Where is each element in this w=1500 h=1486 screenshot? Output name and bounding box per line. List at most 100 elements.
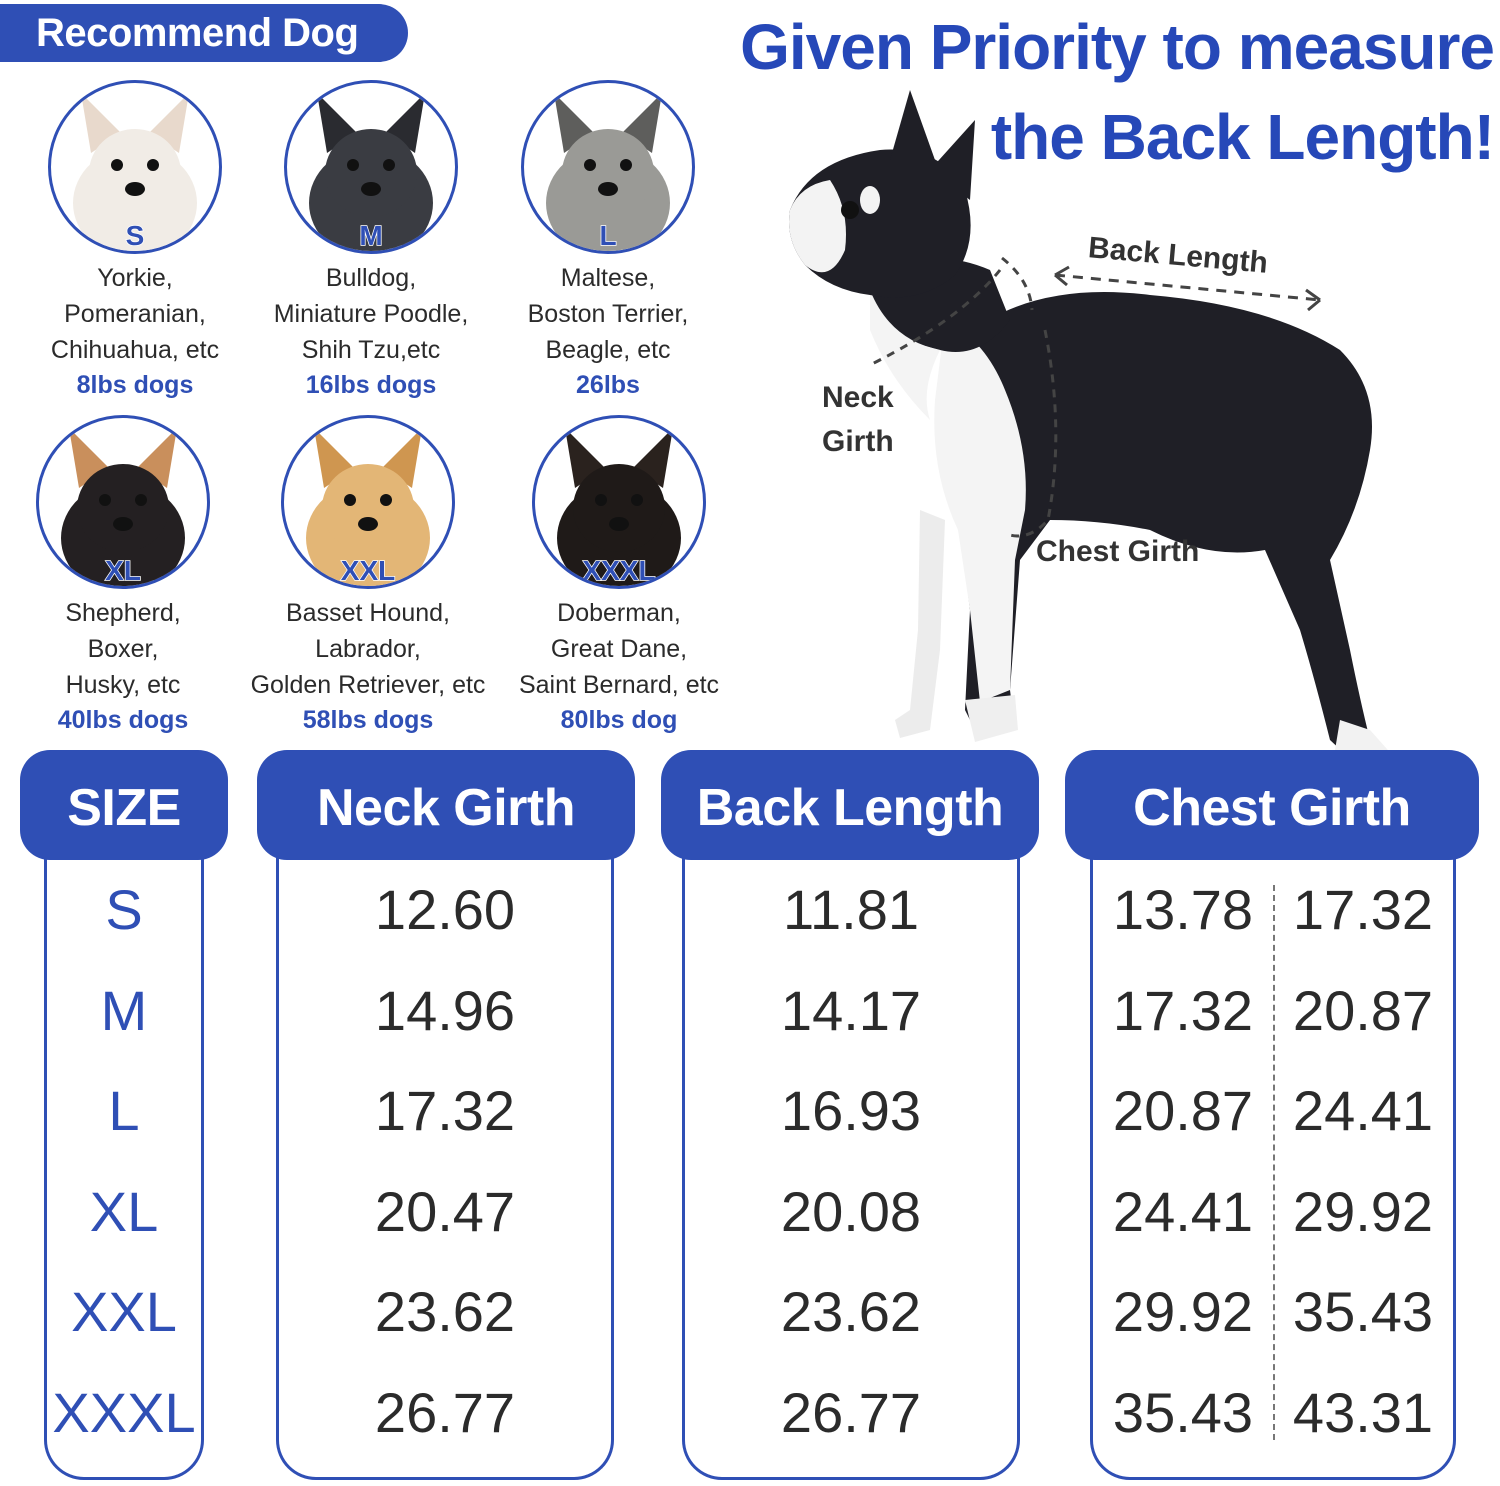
breed-line: Pomeranian, [64, 300, 206, 328]
weight-label: 58lbs dogs [302, 706, 434, 734]
dog-card-m: M Bulldog, Miniature Poodle, Shih Tzu,etc 16… [251, 80, 491, 402]
dog-photo: XXXL [532, 415, 706, 589]
neck-girth-cell: 17.32 [374, 1079, 516, 1142]
breed-line: Boxer, [87, 635, 159, 663]
size-cell: XXL [71, 1280, 177, 1343]
size-badge: L [599, 220, 618, 251]
dog-face-icon [309, 93, 433, 251]
neck-girth-label: Neck Girth [822, 376, 894, 464]
neck-girth-label-line-2: Girth [822, 425, 894, 458]
breed-line: Maltese, [560, 264, 656, 292]
dog-card-xxl: XXL Basset Hound, Labrador, Golden Retrieve… [248, 415, 488, 737]
size-badge: S [125, 220, 145, 251]
dog-face-icon [306, 428, 430, 586]
dog-card-s: S Yorkie, Pomeranian, Chihuahua, etc 8lbs do… [15, 80, 255, 402]
size-cell: L [108, 1079, 140, 1142]
breed-line: Husky, etc [65, 671, 181, 699]
dog-card-xl: XL Shepherd, Boxer, Husky, etc 40lbs dogs [3, 415, 243, 737]
breed-line: Basset Hound, [286, 599, 450, 627]
chest-girth-min: 20.87 [1112, 1079, 1254, 1142]
breed-line: Chihuahua, etc [50, 336, 220, 364]
size-badge: XL [104, 555, 141, 586]
size-badge: XXXL [582, 555, 657, 586]
chest-girth-max: 24.41 [1292, 1079, 1434, 1142]
chest-girth-min: 29.92 [1112, 1280, 1254, 1343]
neck-girth-arrow [869, 269, 1002, 367]
header-size: SIZE [20, 750, 228, 860]
header-back-length: Back Length [661, 750, 1039, 860]
breed-line: Doberman, [557, 599, 681, 627]
recommend-dog-banner: Recommend Dog [0, 4, 408, 62]
breed-line: Shih Tzu,etc [301, 336, 441, 364]
size-cell: XL [89, 1179, 159, 1243]
back-length-cell: 11.81 [783, 878, 919, 941]
dog-photo: XL [36, 415, 210, 589]
back-length-arrow [1054, 273, 1321, 302]
back-length-cell: 14.17 [780, 978, 922, 1042]
back-length-cell: 23.62 [780, 1280, 922, 1343]
weight-label: 8lbs dogs [76, 371, 194, 399]
weight-label: 26lbs [576, 371, 640, 399]
banner-label: Recommend Dog [36, 11, 359, 55]
back-length-cell: 16.93 [780, 1079, 922, 1142]
back-length-cell: 20.08 [780, 1179, 922, 1243]
dog-face-icon [61, 428, 185, 586]
dog-photo: L [521, 80, 695, 254]
column-size: S M L XL XXL XXXL [44, 855, 204, 1480]
chest-range-divider [1273, 885, 1275, 1440]
breed-line: Shepherd, [65, 599, 181, 627]
chest-girth-cell: 29.92 35.43 [1093, 1262, 1453, 1362]
column-neck-girth: 12.60 14.96 17.32 20.47 23.62 26.77 [276, 855, 614, 1480]
chest-girth-min: 17.32 [1112, 978, 1254, 1042]
breed-line: Bulldog, [325, 264, 417, 292]
chest-girth-min: 24.41 [1112, 1179, 1254, 1243]
weight-label: 80lbs dog [560, 706, 678, 734]
size-cell: S [105, 878, 143, 941]
chest-girth-min: 13.78 [1112, 878, 1254, 941]
chest-girth-arrow [1009, 329, 1058, 538]
size-cell: XXXL [52, 1380, 196, 1444]
breed-line: Golden Retriever, etc [250, 671, 486, 699]
neck-girth-cell: 23.62 [374, 1280, 516, 1343]
size-badge: XXL [340, 555, 396, 586]
dog-face-icon [557, 428, 681, 586]
back-length-cell: 26.77 [780, 1380, 922, 1444]
chest-girth-cell: 24.41 29.92 [1093, 1162, 1453, 1262]
chest-girth-max: 35.43 [1292, 1280, 1434, 1343]
breed-line: Great Dane, [550, 635, 688, 663]
breed-line: Yorkie, [97, 264, 173, 292]
dog-face-icon [546, 93, 670, 251]
headline: Given Priority to measure the Back Lengt… [634, 2, 1495, 182]
chest-girth-cell: 35.43 43.31 [1093, 1363, 1453, 1463]
headline-line-1: Given Priority to measure [740, 11, 1495, 83]
breed-line: Boston Terrier, [527, 300, 689, 328]
weight-label: 16lbs dogs [305, 371, 437, 399]
size-cell: M [100, 978, 148, 1042]
breed-line: Labrador, [315, 635, 421, 663]
dog-card-l: L Maltese, Boston Terrier, Beagle, etc 26lbs [488, 80, 728, 402]
neck-girth-cell: 20.47 [374, 1179, 516, 1243]
dog-photo: XXL [281, 415, 455, 589]
dog-photo: S [48, 80, 222, 254]
boston-terrier-illustration [789, 90, 1395, 770]
chest-girth-max: 43.31 [1292, 1380, 1434, 1444]
dog-photo: M [284, 80, 458, 254]
chest-girth-cell: 13.78 17.32 [1093, 860, 1453, 960]
header-neck-girth: Neck Girth [257, 750, 635, 860]
size-badge: M [359, 220, 384, 251]
neck-girth-cell: 26.77 [374, 1380, 516, 1444]
weight-label: 40lbs dogs [57, 706, 189, 734]
neck-girth-cell: 12.60 [374, 878, 516, 941]
dog-chest [934, 320, 1026, 702]
dog-face-icon [73, 93, 197, 251]
breed-line: Miniature Poodle, [273, 300, 469, 328]
breed-line: Beagle, etc [545, 336, 671, 364]
breed-line: Saint Bernard, etc [518, 671, 720, 699]
chest-girth-label: Chest Girth [1036, 535, 1200, 568]
chest-girth-max: 29.92 [1292, 1179, 1434, 1243]
neck-girth-cell: 14.96 [374, 978, 516, 1042]
column-back-length: 11.81 14.17 16.93 20.08 23.62 26.77 [682, 855, 1020, 1480]
chest-girth-max: 17.32 [1292, 878, 1434, 941]
column-chest-girth: 13.78 17.32 17.32 20.87 20.87 24.41 24.41 29.92… [1090, 855, 1456, 1480]
chest-girth-min: 35.43 [1112, 1380, 1254, 1444]
